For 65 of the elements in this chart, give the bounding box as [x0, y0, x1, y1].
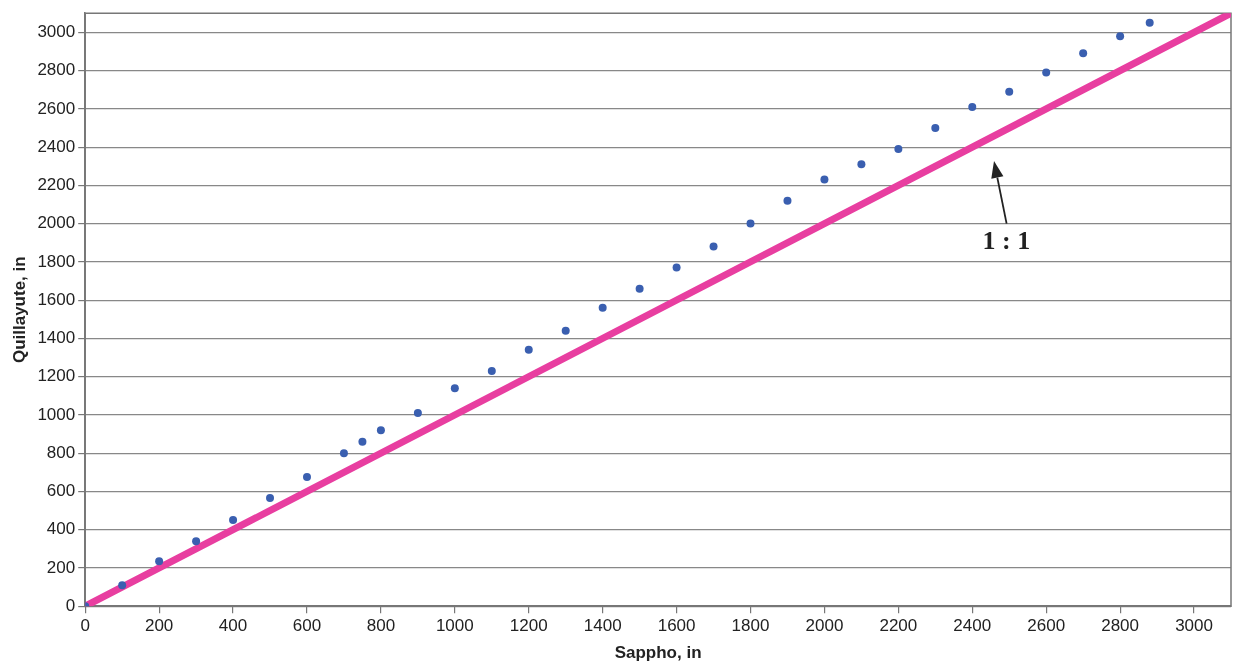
point [1145, 18, 1154, 27]
point [931, 123, 940, 132]
x-tick-label: 3000 [1175, 616, 1213, 636]
y-tick-label: 1000 [37, 404, 76, 424]
point [266, 494, 275, 503]
y-tick-label: 2400 [37, 136, 76, 156]
y-axis-title: Quillayute, in [9, 256, 29, 364]
x-tick-label: 2800 [1101, 616, 1140, 636]
point [450, 384, 459, 393]
x-tick-label: 800 [366, 616, 396, 636]
y-tick-label: 200 [46, 557, 76, 577]
y-tick-label: 600 [46, 481, 76, 501]
x-tick-label: 0 [80, 616, 90, 636]
x-tick-label: 600 [292, 616, 322, 636]
x-tick-label: 400 [218, 616, 248, 636]
point [229, 516, 238, 525]
y-tick-label: 1200 [37, 366, 76, 386]
y-tick-label: 1600 [37, 289, 76, 309]
x-tick-label: 1200 [509, 616, 548, 636]
point [672, 263, 681, 272]
y-tick-label: 2000 [37, 213, 76, 233]
point [894, 145, 903, 154]
y-tick-label: 2800 [37, 60, 76, 80]
point [1005, 87, 1014, 96]
x-tick-label: 2600 [1027, 616, 1066, 636]
point [339, 449, 348, 458]
x-tick-label: 2000 [805, 616, 844, 636]
y-tick-label: 1800 [37, 251, 76, 271]
point [413, 409, 422, 417]
point [746, 219, 755, 228]
point [635, 284, 644, 293]
x-tick-label: 2400 [953, 616, 992, 636]
y-tick-label: 2200 [37, 175, 76, 195]
x-tick-label: 1400 [583, 616, 622, 636]
point [118, 581, 127, 590]
x-tick-label: 1800 [731, 616, 770, 636]
point [376, 426, 385, 435]
point [820, 175, 829, 184]
x-tick-label: 1600 [657, 616, 696, 636]
point [709, 242, 718, 251]
x-tick-label: 200 [144, 616, 174, 636]
y-tick-label: 0 [65, 595, 76, 615]
point [561, 326, 570, 335]
point [857, 160, 866, 169]
point [968, 102, 977, 111]
point [524, 345, 533, 354]
y-tick-label: 800 [46, 442, 76, 462]
point [487, 366, 496, 375]
y-tick-label: 3000 [37, 22, 76, 42]
point [598, 303, 607, 312]
x-axis-title: Sappho, in [614, 643, 702, 663]
point [1116, 32, 1125, 41]
point [1042, 68, 1051, 77]
point [192, 537, 201, 546]
point [155, 557, 164, 566]
point [302, 473, 311, 482]
point [1079, 49, 1088, 58]
x-tick-label: 1000 [435, 616, 474, 636]
point [783, 196, 792, 205]
y-tick-label: 2600 [37, 98, 76, 118]
annotation: 1 : 1 [982, 225, 1031, 255]
point [358, 437, 367, 446]
y-tick-label: 400 [46, 519, 76, 539]
x-tick-label: 2200 [879, 616, 918, 636]
y-tick-label: 1400 [37, 328, 76, 348]
